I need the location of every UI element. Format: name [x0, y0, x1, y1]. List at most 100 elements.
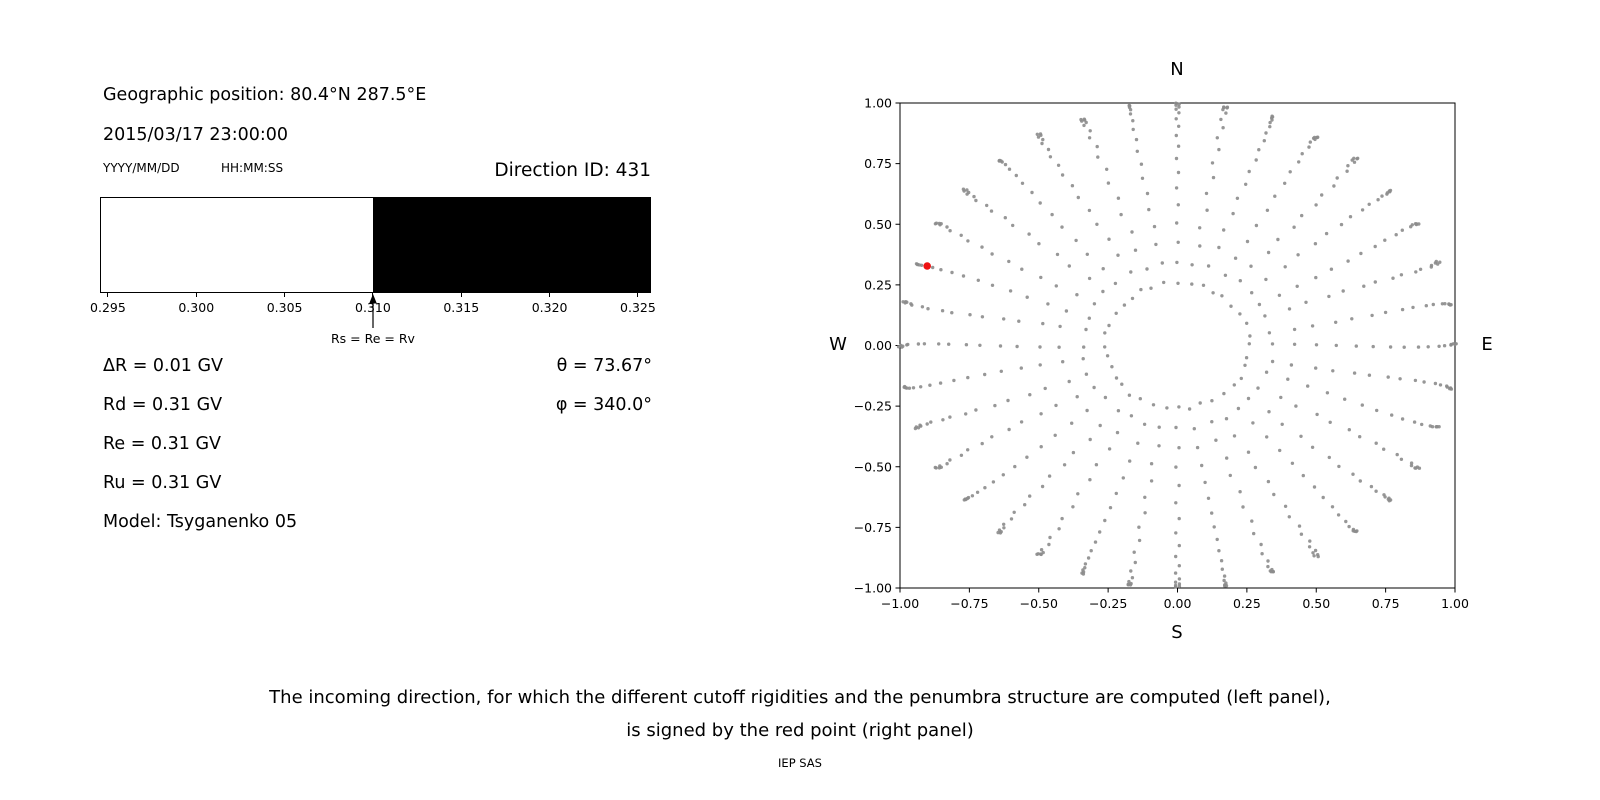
- direction-dot: [1314, 343, 1319, 347]
- direction-dot: [1348, 215, 1353, 219]
- direction-dot: [900, 345, 904, 349]
- direction-dot: [947, 342, 951, 346]
- direction-dot: [1157, 444, 1161, 448]
- direction-dot: [1098, 530, 1102, 534]
- direction-dot: [1204, 191, 1209, 196]
- direction-dot: [1007, 167, 1012, 171]
- direction-dot: [1399, 273, 1404, 277]
- direction-dot: [1356, 156, 1360, 160]
- direction-dot: [945, 462, 949, 466]
- direction-dot: [1445, 385, 1449, 389]
- direction-dot: [1224, 111, 1228, 115]
- direction-dot: [907, 386, 912, 390]
- y-tick-label: 0.75: [864, 156, 892, 171]
- direction-dot: [1395, 452, 1399, 457]
- direction-dot: [1086, 556, 1091, 560]
- x-tick-label: 1.00: [1441, 596, 1469, 611]
- direction-dot: [1440, 302, 1445, 306]
- direction-dot: [1383, 495, 1387, 499]
- direction-dot: [1176, 144, 1181, 148]
- direction-dot: [1135, 149, 1139, 153]
- direction-dot: [1257, 302, 1262, 307]
- direction-dot: [1336, 513, 1341, 517]
- direction-dot: [1176, 203, 1180, 207]
- direction-dot: [970, 494, 975, 498]
- direction-dot: [1289, 363, 1294, 367]
- direction-dot: [998, 344, 1003, 348]
- direction-dot: [1190, 263, 1194, 267]
- caption-line2: is signed by the red point (right panel): [626, 720, 974, 741]
- direction-dot: [1308, 140, 1312, 144]
- south-label: S: [1171, 622, 1183, 643]
- direction-dot: [1133, 560, 1137, 565]
- phi-value: φ = 340.0°: [555, 395, 652, 415]
- x-tick-label: −1.00: [881, 596, 919, 611]
- direction-dot: [1358, 479, 1362, 483]
- direction-dot: [1174, 425, 1178, 430]
- direction-dot: [1062, 463, 1067, 467]
- direction-dot: [999, 369, 1003, 373]
- direction-dot: [1300, 152, 1304, 156]
- direction-dot: [1232, 383, 1236, 387]
- direction-dot: [1020, 181, 1025, 185]
- direction-dot: [1313, 548, 1318, 553]
- direction-dot: [919, 385, 923, 389]
- direction-dot: [1061, 360, 1065, 364]
- direction-dot: [1006, 398, 1010, 403]
- direction-dot: [1420, 422, 1424, 427]
- direction-dot: [1217, 147, 1221, 152]
- direction-dot: [1424, 304, 1428, 308]
- direction-dot: [1003, 216, 1007, 220]
- direction-dot: [989, 209, 994, 213]
- direction-dot: [1388, 188, 1393, 193]
- direction-dot: [1084, 372, 1089, 376]
- direction-dot: [1352, 371, 1357, 375]
- direction-dot: [1238, 279, 1242, 283]
- direction-dot: [1176, 281, 1180, 285]
- direction-dot: [1047, 542, 1051, 547]
- direction-dot: [1058, 324, 1062, 329]
- direction-dot: [1203, 480, 1207, 485]
- direction-dot: [1414, 222, 1419, 227]
- direction-dot: [941, 418, 945, 422]
- direction-dot: [1283, 265, 1287, 269]
- direction-dot: [925, 422, 929, 426]
- direction-dot: [1235, 196, 1240, 200]
- direction-dot: [966, 448, 970, 452]
- direction-dot: [1253, 465, 1258, 470]
- direction-dot: [1295, 284, 1299, 288]
- direction-dot: [1412, 420, 1417, 424]
- direction-dot: [1039, 275, 1043, 280]
- direction-dot: [1129, 569, 1133, 573]
- direction-dot: [1257, 148, 1261, 152]
- direction-dot: [1220, 567, 1224, 571]
- direction-dot: [1355, 529, 1359, 533]
- direction-dot: [1200, 463, 1204, 468]
- direction-dot: [1088, 129, 1092, 133]
- direction-dot: [1267, 410, 1271, 414]
- direction-dot: [1136, 441, 1140, 445]
- direction-dot: [1129, 414, 1134, 418]
- direction-dot: [1308, 539, 1312, 543]
- direction-dot: [1306, 384, 1310, 388]
- direction-dot: [1344, 519, 1348, 524]
- direction-dot: [1013, 464, 1017, 469]
- direction-dot: [1387, 499, 1391, 503]
- direction-dot: [1278, 448, 1282, 453]
- direction-dot: [1038, 363, 1042, 367]
- direction-dot: [1438, 260, 1442, 264]
- penumbra-x-tick: [107, 293, 109, 297]
- y-tick-label: −0.75: [854, 520, 892, 535]
- direction-dot: [1296, 253, 1300, 257]
- direction-dot: [1085, 408, 1089, 413]
- rigidity-values: ΔR = 0.01 GV Rd = 0.31 GV Re = 0.31 GV R…: [103, 356, 297, 551]
- direction-dot: [1198, 244, 1202, 248]
- direction-dot: [1219, 117, 1223, 122]
- direction-dot: [1273, 194, 1277, 198]
- direction-dot: [1277, 293, 1282, 297]
- direction-dot: [1228, 473, 1232, 478]
- direction-dot: [1359, 251, 1363, 256]
- direction-dot: [1174, 107, 1178, 111]
- direction-dot: [1373, 244, 1377, 249]
- direction-dot: [1370, 313, 1374, 318]
